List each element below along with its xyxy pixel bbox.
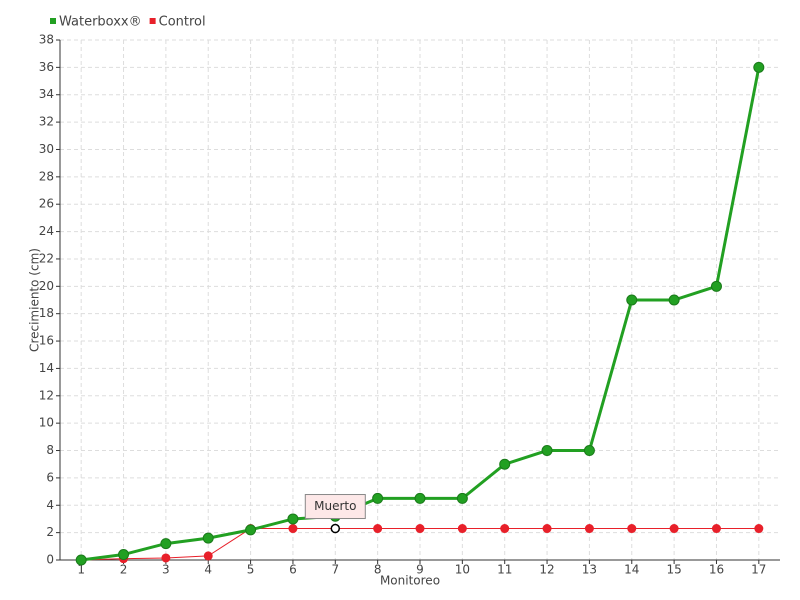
point [160,538,172,550]
point [330,523,341,534]
x-tick-label: 2 [120,563,128,577]
x-tick-label: 11 [497,563,512,577]
y-tick-label: 4 [46,498,54,512]
point [287,513,299,525]
y-tick-label: 24 [39,224,54,238]
x-tick-label: 1 [77,563,85,577]
annotation-text: Muerto [314,499,356,513]
point [414,492,426,504]
y-axis-label: Crecimiento (cm) [28,248,42,352]
x-tick-label: 14 [624,563,639,577]
y-tick-label: 32 [39,115,54,129]
x-tick-label: 8 [374,563,382,577]
point [245,524,257,536]
y-tick-label: 28 [39,169,54,183]
point [627,524,637,534]
y-tick-label: 18 [39,306,54,320]
x-tick-label: 3 [162,563,170,577]
point [372,492,384,504]
y-tick-label: 20 [39,279,54,293]
x-tick-label: 9 [416,563,424,577]
point [203,551,213,561]
legend-label: Control [159,15,206,30]
point [500,524,510,534]
point [202,532,214,544]
y-tick-label: 8 [46,443,54,457]
x-tick-label: 13 [582,563,597,577]
point [626,294,638,306]
point [499,458,511,470]
point [161,553,171,563]
y-tick-label: 2 [46,525,54,539]
y-tick-label: 16 [39,334,54,348]
y-tick-label: 0 [46,553,54,567]
point [710,280,722,292]
point [711,524,721,534]
point [288,524,298,534]
legend-label: Waterboxx® [59,15,142,30]
x-tick-label: 12 [539,563,554,577]
point [456,492,468,504]
y-tick-label: 34 [39,87,54,101]
y-tick-label: 36 [39,60,54,74]
x-tick-label: 10 [455,563,470,577]
y-tick-label: 14 [39,361,54,375]
x-tick-label: 17 [751,563,766,577]
point [415,524,425,534]
point [541,445,553,457]
point [457,524,467,534]
y-tick-label: 26 [39,197,54,211]
annotation-box [304,494,366,520]
legend-swatch [149,18,156,24]
y-tick-label: 12 [39,388,54,402]
point [584,524,594,534]
legend-swatch [50,18,56,24]
point [669,524,679,534]
point [583,445,595,457]
x-tick-label: 15 [666,563,681,577]
x-tick-label: 6 [289,563,297,577]
point [753,61,765,73]
point [754,524,764,534]
y-tick-label: 6 [46,470,54,484]
point [668,294,680,306]
y-tick-label: 22 [39,251,54,265]
x-tick-label: 5 [247,563,255,577]
point [118,549,130,561]
x-tick-label: 16 [709,563,724,577]
y-tick-label: 10 [39,416,54,430]
point [373,524,383,534]
x-tick-label: 4 [204,563,212,577]
x-axis-label: Monitoreo [380,574,440,588]
y-tick-label: 38 [39,33,54,47]
point [75,554,87,566]
point [542,524,552,534]
y-tick-label: 30 [39,142,54,156]
x-tick-label: 7 [331,563,339,577]
